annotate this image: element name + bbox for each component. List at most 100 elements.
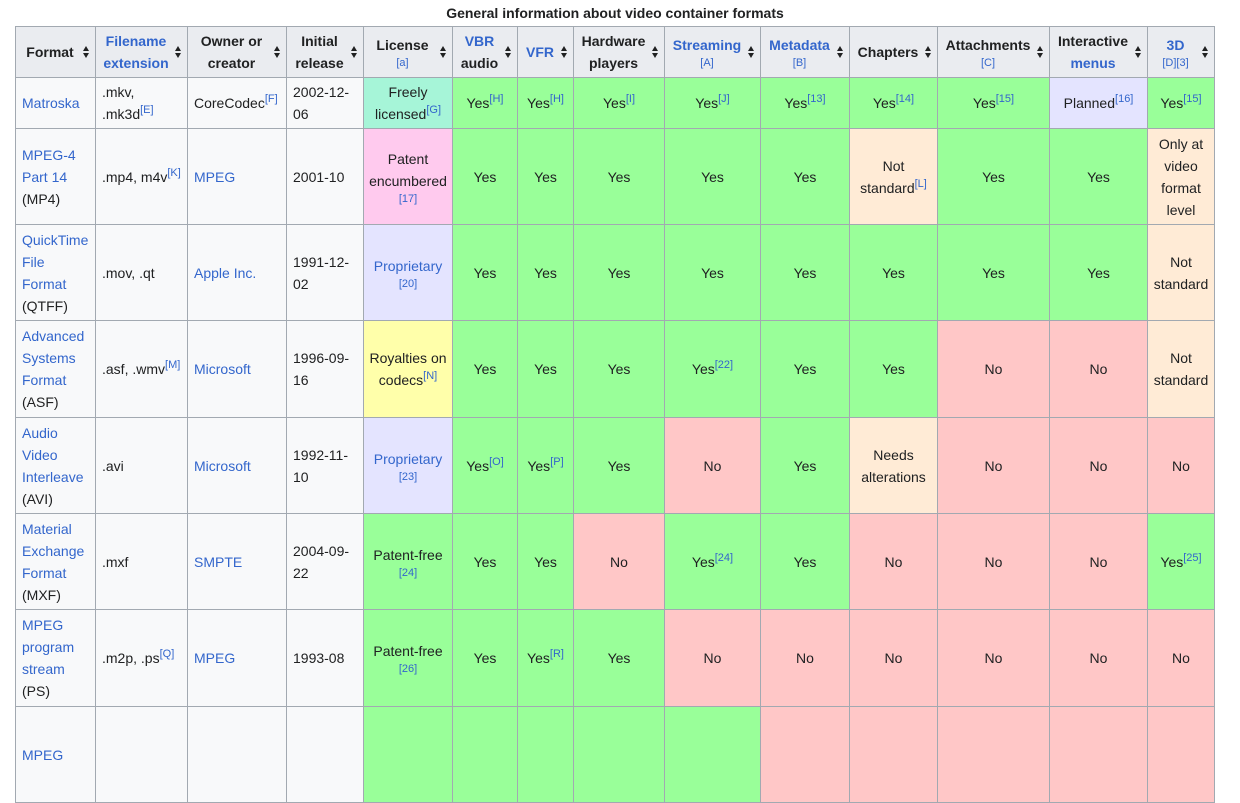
cell-link[interactable]: Proprietary (373, 450, 443, 467)
format-link[interactable]: Audio Video Interleave (22, 424, 84, 485)
footnote[interactable]: [I] (625, 93, 635, 105)
footnote[interactable]: [E] (140, 104, 154, 116)
footnote[interactable]: [R] (549, 648, 564, 660)
release-cell: 2001-10 (286, 128, 364, 225)
column-header[interactable]: Filename extension (95, 26, 188, 78)
column-header[interactable]: Interactive menus (1049, 26, 1148, 78)
sort-icon[interactable] (652, 46, 659, 58)
header-link[interactable]: 3D (1166, 37, 1185, 53)
footnote[interactable]: [22] (714, 359, 734, 371)
column-header[interactable]: Metadata [B] (760, 26, 850, 78)
column-header[interactable]: Hardware players (573, 26, 665, 78)
sort-icon[interactable] (1037, 46, 1044, 58)
footnote[interactable]: [O] (489, 455, 504, 468)
footnote[interactable]: [14] (895, 93, 915, 105)
footnote[interactable]: [24] (714, 551, 734, 564)
sort-icon[interactable] (440, 46, 447, 58)
footnote[interactable]: [25] (1183, 551, 1202, 564)
sort-icon[interactable] (561, 46, 568, 58)
format-link[interactable]: Material Exchange Format (22, 520, 85, 581)
format-link[interactable]: MPEG (22, 746, 64, 763)
column-header[interactable]: Format (15, 26, 96, 78)
footnote[interactable]: [Q] (159, 648, 175, 660)
reference[interactable]: [24] (398, 566, 418, 579)
format-link[interactable]: QuickTime File Format (22, 231, 89, 292)
format-link[interactable]: Advanced Systems Format (22, 328, 85, 388)
footnote[interactable]: [K] (167, 166, 181, 179)
header-link[interactable]: Filename extension (103, 33, 169, 71)
column-header[interactable]: Attachments [C] (937, 26, 1050, 78)
reference[interactable]: [17] (398, 192, 418, 205)
header-link[interactable]: Metadata (769, 37, 830, 53)
header-link[interactable]: Streaming (672, 37, 742, 53)
cell-link[interactable]: Apple Inc. (194, 264, 257, 281)
footnote[interactable]: [15] (1183, 93, 1202, 105)
cell-link[interactable]: MPEG (194, 168, 236, 185)
header-ref[interactable]: [a] (396, 57, 409, 69)
format-link[interactable]: Matroska (22, 95, 80, 111)
reference[interactable]: [26] (398, 663, 418, 675)
footnote[interactable]: [15] (995, 93, 1015, 105)
reference[interactable]: [20] (398, 277, 418, 290)
sort-icon[interactable] (274, 46, 281, 58)
cell-text: No (984, 361, 1003, 377)
sort-icon[interactable] (1135, 46, 1142, 58)
cell-link[interactable]: SMPTE (194, 553, 243, 570)
cell-text: .m2p, .ps (102, 650, 160, 666)
column-header[interactable]: Chapters (849, 26, 938, 78)
table-row: MPEG (15, 706, 1215, 803)
cell-text: Yes (534, 553, 557, 570)
format-link[interactable]: MPEG-4 Part 14 (22, 146, 76, 185)
header-ref[interactable]: [C] (980, 57, 996, 69)
cell-text: .asf, .wmv (102, 361, 166, 377)
format-link[interactable]: MPEG program stream (22, 617, 75, 677)
feature-cell (664, 706, 761, 803)
cell-link[interactable]: MPEG (194, 650, 236, 666)
column-header[interactable]: Owner or creator (187, 26, 287, 78)
cell-link[interactable]: Proprietary (373, 257, 443, 274)
cell-link[interactable]: Microsoft (194, 361, 251, 377)
sort-icon[interactable] (837, 46, 844, 58)
footnote[interactable]: [H] (489, 93, 504, 105)
header-link[interactable]: VFR (526, 44, 554, 60)
sort-icon[interactable] (748, 46, 755, 58)
feature-cell (517, 706, 574, 803)
release-date: 2001-10 (293, 168, 345, 185)
header-link[interactable]: menus (1070, 55, 1116, 71)
footnote[interactable]: [F] (264, 93, 278, 105)
column-header[interactable]: VFR (517, 26, 574, 78)
feature-cell: Yes[O] (452, 417, 518, 514)
header-text: Interactive (1057, 33, 1129, 49)
footnote[interactable]: [13] (807, 93, 826, 105)
footnote[interactable]: [M] (165, 359, 181, 371)
footnote[interactable]: [H] (549, 93, 564, 105)
column-header[interactable]: Streaming [A] (664, 26, 761, 78)
column-header[interactable]: License [a] (363, 26, 453, 78)
format-abbr: (AVI) (22, 490, 53, 507)
header-link[interactable]: VBR (464, 33, 495, 49)
sort-icon[interactable] (351, 46, 358, 58)
column-header[interactable]: 3D [D][3] (1147, 26, 1215, 78)
sort-icon[interactable] (1202, 46, 1209, 58)
footnote[interactable]: [L] (914, 177, 927, 190)
cell-text: No (796, 650, 814, 666)
header-ref[interactable]: [A] (700, 57, 714, 69)
reference[interactable]: [23] (398, 470, 418, 483)
release-date: 1991-12-02 (293, 253, 350, 292)
footnote[interactable]: [J] (718, 93, 730, 105)
header-ref[interactable]: [B] (792, 57, 807, 69)
sort-icon[interactable] (83, 46, 90, 58)
cell-link[interactable]: Microsoft (194, 457, 251, 474)
column-header[interactable]: VBR audio (452, 26, 518, 78)
footnote[interactable]: [N] (423, 370, 438, 382)
header-ref[interactable]: [D][3] (1162, 57, 1189, 69)
footnote[interactable]: [G] (426, 104, 442, 116)
sort-icon[interactable] (925, 46, 932, 58)
feature-cell: Yes (573, 417, 665, 514)
footnote[interactable]: [P] (550, 455, 564, 468)
feature-cell: Yes (937, 128, 1050, 225)
sort-icon[interactable] (175, 46, 182, 58)
footnote[interactable]: [16] (1115, 93, 1134, 105)
sort-icon[interactable] (505, 46, 512, 58)
column-header[interactable]: Initial release (286, 26, 364, 78)
